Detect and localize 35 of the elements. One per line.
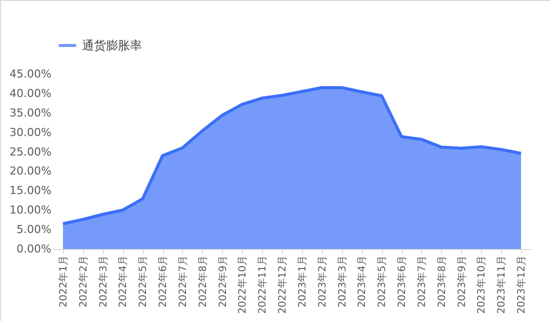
x-tick-label: 2023年3月 [336, 256, 348, 308]
x-tick-label: 2023年2月 [316, 256, 328, 308]
x-tick-label: 2022年3月 [97, 256, 110, 308]
x-tick-label: 2022年12月 [276, 256, 289, 314]
x-tick-label: 2022年10月 [236, 256, 249, 314]
x-tick-label: 2023年9月 [456, 256, 468, 308]
x-tick-label: 2022年9月 [216, 256, 229, 308]
x-tick-label: 2022年1月 [57, 256, 70, 308]
x-tick-label: 2023年4月 [356, 256, 368, 308]
x-tick-label: 2023年10月 [476, 256, 488, 314]
x-tick-label: 2023年5月 [376, 256, 388, 308]
x-tick-label: 2023年12月 [516, 256, 528, 314]
x-tick-label: 2023年7月 [416, 256, 428, 308]
y-tick-label: 35.00% [10, 106, 52, 120]
x-tick-label: 2022年7月 [176, 256, 189, 308]
y-tick-label: 30.00% [10, 126, 52, 139]
y-tick-label: 15.00% [10, 184, 52, 198]
x-tick-label: 2022年4月 [117, 256, 130, 308]
y-tick-label: 10.00% [10, 204, 52, 217]
x-tick-label: 2022年6月 [157, 256, 170, 308]
y-tick-label: 5.00% [16, 223, 52, 236]
x-tick-label: 2023年6月 [396, 256, 408, 308]
x-tick-label: 2023年1月 [296, 256, 308, 308]
x-tick-label: 2022年8月 [196, 256, 209, 308]
y-tick-label: 20.00% [10, 164, 52, 178]
legend-label: 通货膨胀率 [82, 38, 142, 52]
y-tick-label: 25.00% [10, 145, 52, 158]
y-tick-label: 40.00% [10, 86, 52, 100]
x-tick-label: 2022年2月 [77, 256, 90, 308]
x-tick-label: 2022年11月 [256, 256, 269, 314]
y-tick-label: 45.00% [10, 68, 52, 80]
x-tick-label: 2023年8月 [436, 256, 448, 308]
x-tick-label: 2023年11月 [496, 256, 508, 314]
x-tick-label: 2022年5月 [137, 256, 150, 308]
y-tick-label: 0.00% [16, 242, 52, 256]
